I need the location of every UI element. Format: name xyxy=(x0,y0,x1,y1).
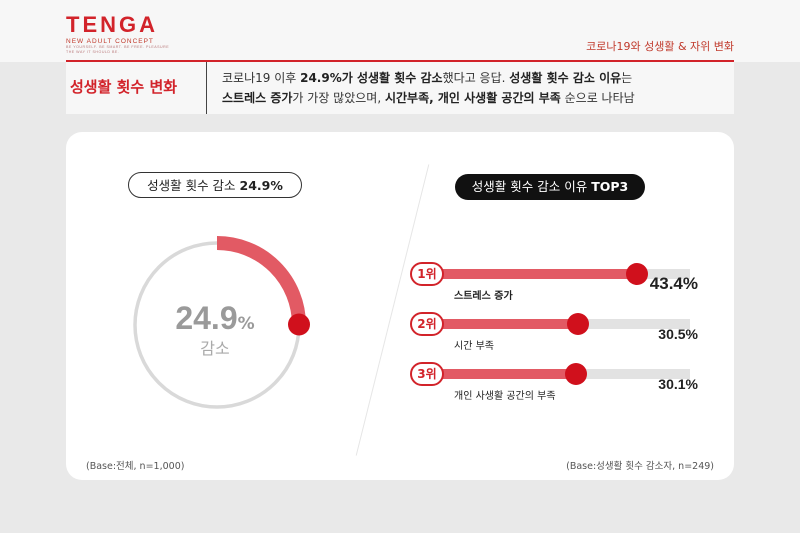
bar-label: 스트레스 증가 xyxy=(454,291,513,302)
bar-value: 30.5% xyxy=(658,326,698,342)
section-description: 코로나19 이후 24.9%가 성생활 횟수 감소했다고 응답. 성생활 횟수 … xyxy=(222,68,732,108)
section-title: 성생활 횟수 변화 xyxy=(70,78,178,96)
bar-label: 개인 사생활 공간의 부족 xyxy=(454,391,556,402)
donut-arc xyxy=(216,236,306,325)
left-base-note: (Base:전체, n=1,000) xyxy=(86,461,185,472)
desc-highlight: 성생활 횟수 감소 이유 xyxy=(509,71,622,85)
bar-row: 2위 시간 부족 30.5% xyxy=(410,312,710,352)
logo-tagline: BE YOURSELF. BE SMART. BE FREE. PLEASURE… xyxy=(66,45,170,54)
donut-end-dot xyxy=(288,313,310,336)
pill-value: 24.9% xyxy=(239,178,283,193)
desc-text: 는 xyxy=(621,71,633,85)
right-base-note: (Base:성생활 횟수 감소자, n=249) xyxy=(566,461,714,472)
bar-row: 3위 개인 사생활 공간의 부족 30.1% xyxy=(410,362,710,402)
bar-fill xyxy=(438,319,578,329)
pill-bold: TOP3 xyxy=(591,179,629,194)
donut-label: 감소 xyxy=(200,339,230,358)
left-chart-title: 성생활 횟수 감소 24.9% xyxy=(128,172,302,198)
bar-label: 시간 부족 xyxy=(454,341,494,352)
bar-dot xyxy=(626,263,648,285)
rank-badge: 3위 xyxy=(410,362,444,386)
bar-row: 1위 스트레스 증가 43.4% xyxy=(410,262,710,302)
brand-logo: TENGA NEW ADULT CONCEPT BE YOURSELF. BE … xyxy=(66,14,176,54)
rank-badge: 1위 xyxy=(410,262,444,286)
desc-text: 순으로 나타남 xyxy=(560,91,635,105)
donut-center: 24.9% 감소 xyxy=(155,300,275,359)
desc-text: 가 가장 많았으며, xyxy=(292,91,385,105)
bar-value: 30.1% xyxy=(658,376,698,392)
section-heading: 성생활 횟수 변화 코로나19 이후 24.9%가 성생활 횟수 감소했다고 응… xyxy=(66,62,734,114)
logo-subtitle: NEW ADULT CONCEPT xyxy=(66,38,154,45)
bar-dot xyxy=(565,363,587,385)
logo-wordmark: TENGA xyxy=(66,12,158,37)
rank-badge: 2위 xyxy=(410,312,444,336)
header-bar: TENGA NEW ADULT CONCEPT BE YOURSELF. BE … xyxy=(0,0,800,62)
desc-highlight: 24.9%가 성생활 횟수 감소 xyxy=(300,71,443,85)
bar-fill xyxy=(438,369,576,379)
desc-highlight: 시간부족, 개인 사생활 공간의 부족 xyxy=(384,91,561,105)
donut-unit: % xyxy=(237,314,255,334)
right-chart-title: 성생활 횟수 감소 이유 TOP3 xyxy=(455,174,645,200)
header-divider xyxy=(66,60,734,62)
desc-text: 했다고 응답. xyxy=(442,71,510,85)
breadcrumb: 코로나19와 성생활 & 자위 변화 xyxy=(586,40,734,53)
bar-value: 43.4% xyxy=(649,274,698,293)
bar-dot xyxy=(567,313,589,335)
desc-highlight: 스트레스 증가 xyxy=(222,91,293,105)
heading-divider xyxy=(206,62,207,114)
bar-fill xyxy=(438,269,637,279)
pill-text: 성생활 횟수 감소 xyxy=(147,178,240,193)
donut-value: 24.9 xyxy=(175,300,238,336)
donut-chart xyxy=(133,236,310,409)
desc-text: 코로나19 이후 xyxy=(222,71,301,85)
pill-text: 성생활 횟수 감소 이유 xyxy=(471,179,592,194)
